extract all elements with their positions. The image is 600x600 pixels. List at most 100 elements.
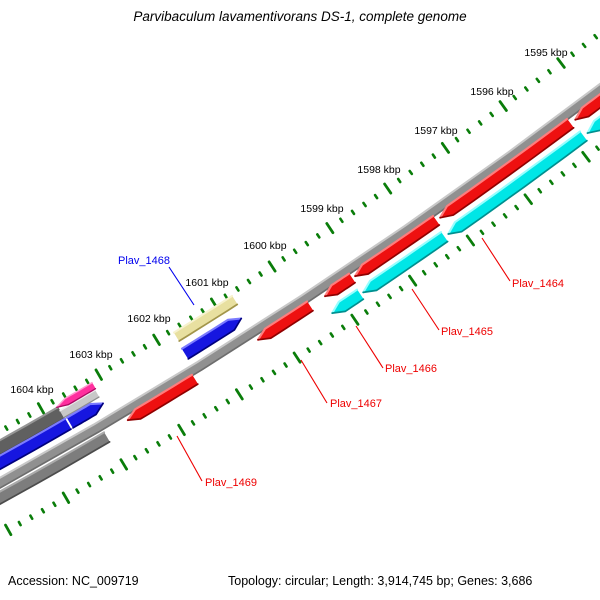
ruler-dot	[523, 86, 529, 92]
ruler-dot	[260, 376, 265, 383]
gene-arrow-shadow	[56, 388, 97, 409]
ruler-dot	[156, 440, 161, 447]
ruler-dot	[547, 69, 552, 75]
ruler-major-tick	[465, 234, 476, 247]
ruler-dot	[27, 412, 32, 418]
gene-arrow-highlight	[59, 389, 96, 412]
ruler-dot	[86, 481, 92, 488]
ruler-dot	[165, 329, 171, 336]
ruler-dot	[108, 364, 113, 371]
gene-callout-line	[411, 288, 440, 331]
ruler-dot	[560, 171, 566, 177]
ruler-dot	[595, 145, 600, 151]
ruler-dot	[133, 454, 138, 461]
gene-arrow-shadow	[0, 428, 72, 471]
ruler-dot	[202, 412, 207, 419]
ruler-dot	[315, 233, 321, 239]
ruler-dot	[364, 309, 369, 315]
ruler-dot	[98, 474, 103, 481]
footer-stats: Topology: circular; Length: 3,914,745 bp…	[228, 574, 533, 588]
gene-arrow-highlight	[447, 130, 582, 236]
ruler-dot	[214, 405, 219, 412]
kbp-label: 1603 kbp	[69, 349, 112, 361]
map-title: Parvibaculum lavamentivorans DS-1, compl…	[133, 9, 467, 24]
ruler-dot	[340, 324, 346, 331]
ruler-dot	[537, 188, 543, 194]
ruler-dot	[466, 128, 471, 134]
gene-callout-line	[176, 435, 203, 482]
gene-callout-line	[355, 325, 384, 369]
ruler-major-tick	[383, 182, 393, 195]
gene-arrow-plav_1468-highlight	[172, 294, 234, 334]
kbp-label: 1599 kbp	[300, 203, 343, 215]
ruler-dot	[292, 248, 298, 255]
ruler-major-tick	[325, 222, 335, 235]
ruler-dot	[73, 385, 78, 392]
gene-arrow-shadow	[0, 441, 111, 506]
gene-callout-line	[168, 266, 195, 306]
ruler-major-tick	[292, 351, 302, 364]
ruler-dot	[15, 418, 21, 425]
ruler-major-tick	[498, 100, 508, 112]
gene-arrow-highlight	[331, 288, 359, 315]
kbp-label: 1596 kbp	[470, 86, 513, 98]
gene-arrow-highlight	[574, 92, 600, 121]
ruler-dot	[40, 507, 46, 514]
gene-arrow-plav_1467-highlight	[256, 300, 309, 341]
gene-arrow-shadow	[447, 139, 588, 235]
ruler-dot	[444, 253, 450, 260]
gene-arrow-shadow	[331, 298, 365, 314]
ruler-major-tick	[267, 260, 277, 273]
ruler-dot	[456, 245, 462, 252]
ruler-dot	[479, 229, 485, 236]
ruler-major-tick	[4, 523, 13, 537]
gene-arrow-plav_1465-shadow	[354, 224, 441, 277]
ruler-dot	[373, 193, 379, 200]
ruler-dot	[387, 293, 392, 300]
ruler-dot	[131, 350, 136, 357]
ruler-dot	[535, 77, 541, 84]
kbp-label: 1601 kbp	[185, 277, 228, 289]
gene-arrow-plav_1468-shadow	[178, 303, 239, 342]
ruler-dot	[85, 378, 90, 385]
backbone-highlight	[0, 82, 600, 479]
ruler-dot	[271, 369, 277, 376]
gene-arrow-plav_1469-shadow	[126, 383, 199, 421]
ruler-dot	[281, 256, 286, 262]
ruler-dot	[593, 33, 599, 40]
ruler-major-tick	[61, 491, 71, 504]
ruler-dot	[512, 94, 518, 101]
ruler-dot	[548, 179, 554, 186]
ruler-dot	[350, 209, 356, 216]
gene-arrow-highlight	[0, 406, 60, 442]
ruler-dot	[398, 285, 404, 292]
ruler-dot	[431, 153, 437, 159]
backbone	[0, 83, 600, 489]
gene-arrow-highlight	[362, 231, 443, 294]
ruler-major-tick	[556, 57, 566, 69]
ruler-dot	[433, 261, 439, 268]
ruler-major-tick	[523, 193, 533, 206]
kbp-label: 1604 kbp	[10, 384, 53, 396]
gene-label-plav_1469: Plav_1469	[205, 477, 257, 489]
ruler-dot	[167, 434, 173, 440]
ruler-dot	[200, 308, 205, 314]
ruler-dot	[375, 301, 381, 308]
ruler-dot	[581, 42, 587, 49]
gene-arrow-shadow	[574, 106, 600, 121]
ruler-dot	[514, 204, 520, 211]
gene-arrow-plav_1467-shadow	[257, 309, 314, 341]
gene-arrow-plav_1468-highlight	[180, 317, 243, 350]
ruler-dot	[29, 514, 34, 521]
gene-arrow-shadow	[362, 240, 449, 294]
gene-arrow-plav_1466-highlight	[323, 272, 351, 298]
ruler-dot	[329, 332, 335, 338]
ruler-dot	[572, 162, 577, 169]
ruler-dot	[144, 447, 150, 454]
ruler-major-tick	[36, 402, 46, 415]
kbp-label: 1597 kbp	[414, 125, 457, 137]
ruler-dot	[408, 169, 414, 176]
ruler-dot	[304, 240, 310, 247]
gene-arrow-highlight	[65, 402, 105, 419]
gene-label-plav_1468: Plav_1468	[118, 255, 170, 267]
